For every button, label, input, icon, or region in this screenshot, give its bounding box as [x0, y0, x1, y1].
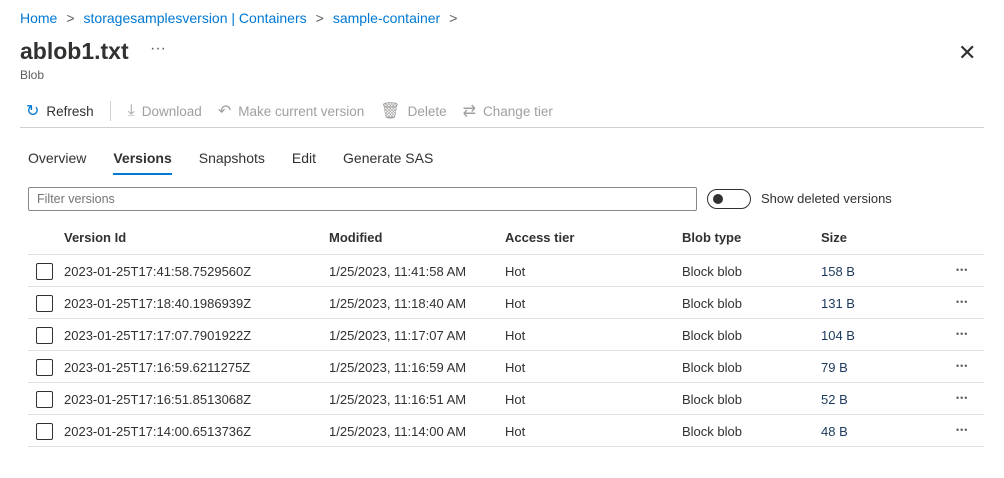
tab-versions[interactable]: Versions — [113, 150, 173, 175]
row-checkbox[interactable] — [36, 295, 53, 312]
cell-size: 131 B — [821, 296, 855, 311]
cell-size: 104 B — [821, 328, 855, 343]
column-header-blob-type[interactable]: Blob type — [682, 230, 742, 245]
trash-icon: 🗑 — [380, 103, 401, 120]
show-deleted-label: Show deleted versions — [761, 191, 892, 206]
cell-access-tier: Hot — [505, 392, 526, 407]
change-tier-label: Change tier — [483, 103, 553, 119]
cell-blob-type: Block blob — [682, 296, 742, 311]
more-options-icon[interactable]: ··· — [150, 40, 166, 57]
row-more-icon[interactable]: ••• — [956, 329, 969, 339]
cell-modified: 1/25/2023, 11:16:51 AM — [329, 392, 467, 407]
cell-size: 52 B — [821, 392, 848, 407]
cell-version-id: 2023-01-25T17:16:51.8513068Z — [64, 392, 252, 407]
delete-button[interactable]: 🗑 Delete — [380, 101, 446, 121]
close-icon[interactable]: ✕ — [958, 40, 977, 65]
cell-blob-type: Block blob — [682, 392, 742, 407]
swap-icon: ⇄ — [462, 103, 477, 120]
chevron-right-icon: > — [449, 10, 458, 26]
table-row[interactable]: 2023-01-25T17:16:59.6211275Z 1/25/2023, 1… — [28, 351, 984, 383]
chevron-right-icon: > — [315, 10, 324, 26]
table-row[interactable]: 2023-01-25T17:16:51.8513068Z 1/25/2023, 1… — [28, 383, 984, 415]
column-header-access-tier[interactable]: Access tier — [505, 230, 575, 245]
cell-size: 48 B — [821, 424, 848, 439]
cell-version-id: 2023-01-25T17:14:00.6513736Z — [64, 424, 252, 439]
refresh-button[interactable]: ↻ Refresh — [26, 101, 94, 121]
row-checkbox[interactable] — [36, 327, 53, 344]
cell-version-id: 2023-01-25T17:41:58.7529560Z — [64, 264, 252, 279]
row-checkbox[interactable] — [36, 423, 53, 440]
cell-access-tier: Hot — [505, 424, 526, 439]
table-row[interactable]: 2023-01-25T17:14:00.6513736Z 1/25/2023, 1… — [28, 415, 984, 447]
row-more-icon[interactable]: ••• — [956, 393, 969, 403]
row-more-icon[interactable]: ••• — [956, 361, 969, 371]
cell-version-id: 2023-01-25T17:18:40.1986939Z — [64, 296, 252, 311]
undo-icon: ↶ — [217, 103, 232, 120]
cell-access-tier: Hot — [505, 360, 526, 375]
row-more-icon[interactable]: ••• — [956, 297, 969, 307]
cell-blob-type: Block blob — [682, 264, 742, 279]
refresh-icon: ↻ — [26, 103, 40, 120]
download-button[interactable]: ⤓ Download — [128, 102, 202, 120]
tab-bar: Overview Versions Snapshots Edit Generat… — [28, 150, 434, 175]
row-checkbox[interactable] — [36, 391, 53, 408]
change-tier-button[interactable]: ⇄ Change tier — [463, 101, 553, 121]
breadcrumb-home[interactable]: Home — [20, 10, 58, 26]
toolbar: ↻ Refresh ⤓ Download ↶ Make current version… — [26, 101, 569, 121]
cell-size: 79 B — [821, 360, 848, 375]
cell-modified: 1/25/2023, 11:14:00 AM — [329, 424, 467, 439]
column-header-modified[interactable]: Modified — [329, 230, 383, 245]
tab-generate-sas[interactable]: Generate SAS — [343, 150, 434, 166]
show-deleted-toggle[interactable] — [707, 189, 751, 209]
cell-blob-type: Block blob — [682, 424, 742, 439]
make-current-label: Make current version — [238, 103, 365, 119]
cell-size: 158 B — [821, 264, 855, 279]
column-header-version-id[interactable]: Version Id — [64, 230, 127, 245]
page-subtitle: Blob — [20, 68, 45, 82]
chevron-right-icon: > — [66, 10, 75, 26]
tab-overview[interactable]: Overview — [28, 150, 87, 166]
breadcrumb: Home > storagesamplesversion | Containers… — [20, 10, 466, 26]
row-checkbox[interactable] — [36, 359, 53, 376]
breadcrumb-containers[interactable]: storagesamplesversion | Containers — [83, 10, 307, 26]
cell-access-tier: Hot — [505, 264, 526, 279]
header-divider — [28, 254, 984, 255]
table-row[interactable]: 2023-01-25T17:18:40.1986939Z 1/25/2023, 1… — [28, 287, 984, 319]
breadcrumb-container[interactable]: sample-container — [332, 10, 441, 26]
row-more-icon[interactable]: ••• — [956, 425, 969, 435]
tab-snapshots[interactable]: Snapshots — [198, 150, 265, 166]
delete-label: Delete — [407, 103, 447, 119]
cell-modified: 1/25/2023, 11:17:07 AM — [329, 328, 467, 343]
cell-modified: 1/25/2023, 11:41:58 AM — [329, 264, 467, 279]
filter-versions-input[interactable] — [28, 187, 697, 211]
table-row[interactable]: 2023-01-25T17:41:58.7529560Z 1/25/2023, 1… — [28, 255, 984, 287]
table-row[interactable]: 2023-01-25T17:17:07.7901922Z 1/25/2023, 1… — [28, 319, 984, 351]
row-checkbox[interactable] — [36, 263, 53, 280]
refresh-label: Refresh — [46, 103, 94, 119]
cell-blob-type: Block blob — [682, 328, 742, 343]
cell-version-id: 2023-01-25T17:16:59.6211275Z — [64, 360, 251, 375]
download-label: Download — [141, 103, 202, 119]
cell-blob-type: Block blob — [682, 360, 742, 375]
make-current-version-button[interactable]: ↶ Make current version — [218, 101, 364, 121]
cell-version-id: 2023-01-25T17:17:07.7901922Z — [64, 328, 252, 343]
cell-access-tier: Hot — [505, 328, 526, 343]
row-more-icon[interactable]: ••• — [956, 265, 969, 275]
cell-modified: 1/25/2023, 11:18:40 AM — [329, 296, 467, 311]
page-title: ablob1.txt — [20, 38, 129, 64]
toolbar-divider — [109, 101, 111, 121]
column-header-size[interactable]: Size — [821, 230, 848, 245]
cell-modified: 1/25/2023, 11:16:59 AM — [329, 360, 467, 375]
download-icon: ⤓ — [127, 102, 135, 119]
cell-access-tier: Hot — [505, 296, 526, 311]
toolbar-divider-line — [20, 127, 984, 128]
tab-edit[interactable]: Edit — [291, 150, 317, 166]
